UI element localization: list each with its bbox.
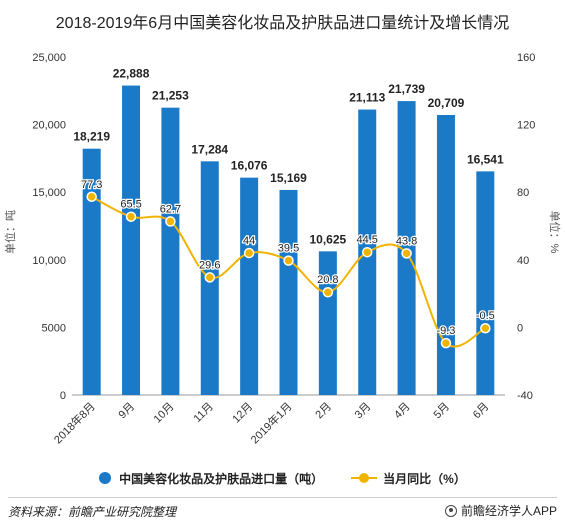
left-axis-tick-label: 10,000	[32, 255, 66, 267]
left-axis-title: 单位：吨	[3, 210, 17, 254]
volume-data-label: 10,625	[310, 232, 347, 246]
x-axis-tick-label: 2018年8月	[51, 399, 98, 446]
volume-bar	[279, 189, 298, 395]
x-axis-tick-label: 10月	[152, 401, 177, 426]
yoy-point	[86, 191, 97, 203]
yoy-point	[440, 337, 452, 349]
yoy-data-label: 44.5	[357, 234, 378, 246]
legend-label-volume: 中国美容化妆品及护肤品进口量（吨）	[119, 471, 324, 486]
right-axis-tick-label: 120	[517, 120, 535, 132]
volume-data-label: 22,888	[113, 67, 150, 81]
source-note: 资料来源：前瞻产业研究院整理	[8, 505, 177, 519]
yoy-data-label: -9.3	[436, 325, 455, 337]
right-axis-tick-label: 80	[517, 187, 529, 199]
right-axis-tick-label: 0	[517, 322, 523, 334]
x-axis-tick-label: 11月	[192, 401, 216, 425]
legend: 中国美容化妆品及护肤品进口量（吨） 当月同比（%）	[0, 468, 565, 488]
volume-data-label: 17,284	[191, 142, 228, 156]
brand-icon	[444, 504, 457, 517]
volume-bar	[318, 251, 337, 395]
x-axis-tick-label: 5月	[431, 401, 452, 422]
brand-credit: 前瞻经济学人APP	[444, 502, 557, 519]
yoy-data-label: 20.8	[317, 274, 338, 286]
volume-data-label: 20,709	[428, 96, 465, 110]
legend-bar-swatch	[99, 472, 112, 484]
left-axis-tick-label: 5000	[42, 322, 66, 334]
yoy-point	[165, 216, 176, 227]
right-axis-title: 单位：%	[548, 211, 562, 254]
chart-title: 2018-2019年6月中国美容化妆品及护肤品进口量统计及增长情况	[55, 15, 510, 32]
yoy-data-label: 43.8	[396, 235, 417, 247]
volume-bar	[476, 171, 495, 395]
yoy-point	[322, 286, 334, 298]
volume-bar	[82, 148, 101, 395]
footer-divider	[8, 497, 557, 498]
yoy-data-label: 39.5	[278, 243, 299, 255]
volume-bar	[161, 107, 180, 396]
x-axis-tick-label: 6月	[471, 401, 492, 422]
yoy-data-label: 44	[243, 235, 255, 247]
yoy-point	[401, 248, 412, 259]
left-axis-tick-label: 20,000	[32, 120, 66, 132]
chart-plot: 0 5000 10,000 15,000 20,000 25,000 -40 0 40 80 120…	[3, 52, 562, 446]
volume-bar	[240, 177, 259, 395]
volume-data-label: 21,253	[152, 89, 189, 103]
yoy-data-label: 65.5	[120, 199, 141, 211]
yoy-data-label: 29.6	[199, 259, 220, 271]
legend-item-volume: 中国美容化妆品及护肤品进口量（吨）	[99, 470, 323, 487]
volume-data-label: 16,076	[231, 159, 268, 173]
legend-line-swatch	[351, 472, 378, 484]
yoy-point	[125, 211, 137, 222]
right-axis-tick-label: 40	[517, 255, 529, 267]
x-axis-tick-label: 12月	[230, 401, 255, 426]
x-axis-tick-label: 2月	[313, 401, 334, 422]
volume-bar	[397, 101, 416, 396]
left-axis-tick-label: 25,000	[32, 52, 66, 64]
yoy-point	[480, 322, 491, 334]
x-axis-tick-label: 2019年1月	[248, 399, 295, 446]
right-axis-tick-label: 160	[517, 52, 535, 64]
yoy-data-label: -0.5	[476, 310, 495, 322]
yoy-data-label: 62.7	[160, 203, 181, 215]
volume-bar	[436, 115, 455, 396]
yoy-point	[204, 272, 216, 283]
brand-name: 前瞻经济学人APP	[460, 504, 557, 518]
yoy-data-label: 77.3	[81, 179, 102, 191]
yoy-point	[243, 247, 255, 259]
volume-data-label: 21,739	[388, 82, 425, 96]
volume-data-label: 15,169	[270, 171, 307, 185]
volume-data-label: 21,113	[349, 91, 385, 105]
yoy-point	[283, 255, 294, 266]
left-axis-tick-label: 0	[60, 390, 66, 402]
legend-item-yoy: 当月同比（%）	[351, 470, 466, 487]
volume-data-label: 16,541	[467, 152, 504, 166]
legend-label-yoy: 当月同比（%）	[383, 471, 466, 486]
x-axis-tick-label: 4月	[392, 401, 413, 422]
x-axis-tick-label: 3月	[353, 401, 374, 422]
right-axis-tick-label: -40	[517, 390, 533, 402]
left-axis-tick-label: 15,000	[32, 187, 66, 199]
x-axis-tick-label: 9月	[117, 401, 138, 422]
volume-data-label: 18,219	[73, 130, 110, 144]
volume-bar	[122, 85, 141, 396]
yoy-point	[361, 246, 373, 258]
